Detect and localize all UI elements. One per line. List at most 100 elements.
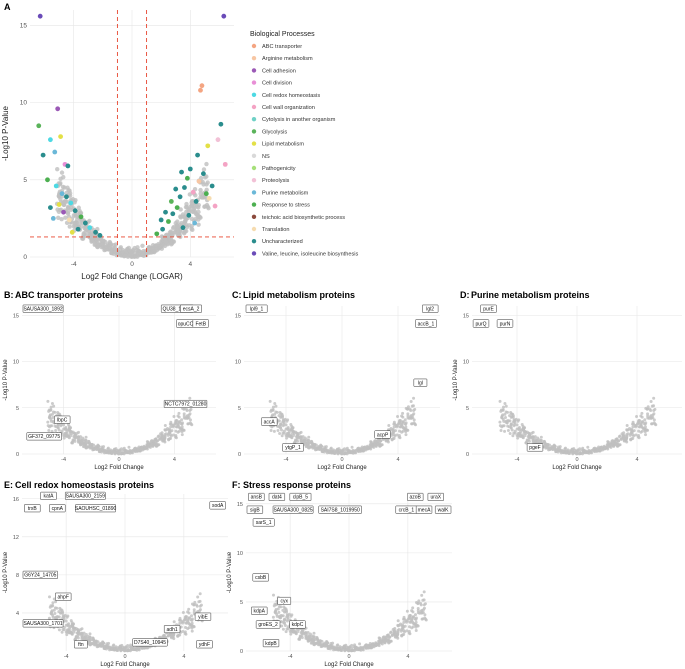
- data-point: [516, 436, 520, 440]
- y-tick-label: 8: [16, 573, 19, 579]
- data-point: [340, 645, 344, 649]
- y-tick-label: 10: [237, 551, 243, 557]
- data-point: [312, 643, 316, 647]
- data-point: [387, 424, 391, 428]
- data-point: [140, 243, 145, 248]
- legend-swatch: [251, 129, 257, 134]
- highlight-point: [93, 229, 98, 235]
- data-point: [408, 632, 412, 636]
- data-point: [61, 174, 66, 180]
- data-point: [56, 411, 60, 415]
- data-point: [348, 645, 352, 649]
- data-point: [157, 243, 162, 249]
- data-point: [187, 207, 192, 212]
- callout-label: sarS_1: [256, 520, 272, 526]
- highlight-point: [59, 191, 65, 197]
- legend-label: Cell division: [262, 81, 292, 87]
- highlight-point: [206, 195, 212, 201]
- data-point: [65, 633, 69, 637]
- data-point: [638, 425, 642, 429]
- data-point: [368, 645, 372, 649]
- data-point: [88, 643, 92, 647]
- highlight-point: [36, 123, 42, 129]
- data-point: [287, 612, 291, 616]
- data-point: [75, 431, 79, 435]
- callout-label: cpnA: [52, 506, 64, 512]
- data-point: [280, 428, 284, 432]
- data-point: [124, 450, 128, 454]
- data-point: [634, 424, 638, 428]
- data-point: [509, 423, 513, 427]
- callout-label: opuCC_1: [178, 321, 199, 327]
- data-point: [352, 645, 356, 649]
- data-point: [197, 600, 201, 604]
- highlight-point: [218, 121, 224, 127]
- data-point: [364, 643, 368, 647]
- data-point: [87, 439, 91, 443]
- data-point: [571, 451, 575, 455]
- data-point: [319, 447, 323, 451]
- data-point: [72, 223, 78, 228]
- callout-box: [272, 505, 314, 514]
- data-point: [357, 449, 361, 453]
- data-point: [346, 649, 350, 653]
- data-point: [312, 635, 316, 639]
- data-point: [170, 232, 175, 238]
- data-point: [74, 634, 78, 638]
- data-point: [408, 407, 412, 411]
- data-point: [110, 451, 114, 455]
- data-point: [49, 419, 53, 423]
- data-point: [306, 637, 310, 641]
- data-point: [149, 439, 153, 443]
- data-point: [410, 618, 414, 622]
- legend-label: Cell wall organization: [262, 105, 315, 111]
- data-point: [156, 435, 160, 439]
- data-point: [146, 440, 150, 444]
- data-point: [507, 419, 511, 423]
- panel-title: ABC transporter proteins: [15, 290, 123, 300]
- data-point: [424, 617, 428, 621]
- data-point: [46, 424, 50, 428]
- highlight-point: [198, 87, 203, 93]
- data-point: [187, 622, 191, 626]
- highlight-point: [154, 231, 160, 237]
- data-point: [189, 216, 195, 222]
- data-point: [580, 448, 584, 452]
- callout-label: D7S40_10945: [134, 640, 166, 646]
- data-point: [160, 234, 165, 240]
- data-point: [188, 396, 192, 400]
- data-point: [196, 595, 200, 599]
- callout-box: [248, 492, 265, 501]
- legend-label: Lipid metabolism: [262, 142, 304, 148]
- data-point: [57, 610, 61, 614]
- data-point: [196, 222, 201, 227]
- data-point: [527, 439, 531, 443]
- legend-label: Pathogenicity: [262, 166, 296, 172]
- data-point: [199, 603, 203, 607]
- legend-swatch: [251, 178, 257, 183]
- data-point: [122, 448, 126, 452]
- data-point: [399, 425, 403, 429]
- data-point: [510, 428, 514, 432]
- callout-box: [262, 639, 280, 648]
- data-point: [63, 199, 68, 204]
- data-point: [87, 638, 91, 642]
- data-point: [72, 435, 76, 439]
- data-point: [108, 246, 113, 251]
- data-point: [174, 429, 178, 433]
- legend-label: Proteolysis: [262, 178, 290, 184]
- legend-label: Translation: [262, 227, 289, 233]
- data-point: [637, 436, 641, 440]
- data-point: [198, 175, 204, 181]
- data-point: [76, 435, 80, 439]
- data-point: [120, 451, 124, 455]
- legend-label: Cell redox homeostasis: [262, 93, 320, 99]
- callout-box: [422, 304, 439, 313]
- data-point: [511, 414, 515, 418]
- data-point: [583, 450, 587, 454]
- data-point: [186, 414, 190, 418]
- data-point: [205, 180, 210, 185]
- panel-letter: E:: [4, 480, 13, 490]
- data-point: [350, 450, 354, 454]
- data-point: [640, 411, 644, 415]
